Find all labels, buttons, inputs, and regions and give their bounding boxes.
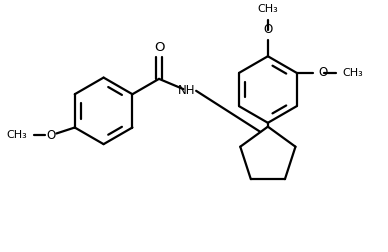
Text: CH₃: CH₃: [343, 68, 364, 78]
Text: O: O: [47, 129, 56, 142]
Text: NH: NH: [178, 84, 196, 97]
Text: O: O: [154, 41, 164, 54]
Text: O: O: [318, 66, 327, 79]
Text: CH₃: CH₃: [6, 130, 27, 140]
Text: O: O: [263, 23, 272, 36]
Text: CH₃: CH₃: [258, 5, 278, 14]
